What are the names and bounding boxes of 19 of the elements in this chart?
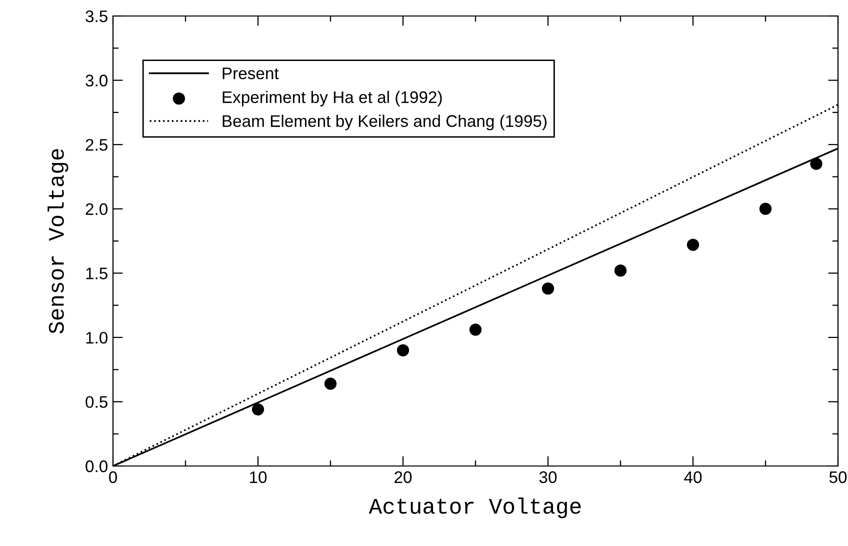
- legend-label: Experiment by Ha et al (1992): [222, 90, 442, 106]
- y-tick-label: 0.0: [86, 460, 108, 472]
- y-tick-label: 2.0: [86, 203, 108, 216]
- y-tick-label: 3.5: [86, 10, 108, 22]
- x-tick-label: 0: [109, 471, 117, 484]
- legend-label: Beam Element by Keilers and Chang (1995): [222, 114, 546, 130]
- y-tick-label: 3.0: [86, 74, 108, 86]
- x-tick-label: 30: [539, 471, 557, 484]
- x-tick-label: 40: [684, 471, 702, 484]
- y-tick-label: 0.5: [86, 396, 108, 408]
- x-tick-label: 50: [829, 471, 847, 484]
- x-axis-title: Actuator Voltage: [368, 498, 581, 518]
- y-tick-label: 2.5: [86, 138, 108, 151]
- x-tick-label: 10: [250, 471, 267, 484]
- legend-label: Present: [222, 68, 279, 80]
- y-axis-title: Sensor Voltage: [48, 149, 68, 334]
- y-tick-label: 1.5: [86, 268, 108, 280]
- y-tick-label: 1.0: [86, 332, 108, 344]
- x-tick-label: 20: [394, 471, 412, 484]
